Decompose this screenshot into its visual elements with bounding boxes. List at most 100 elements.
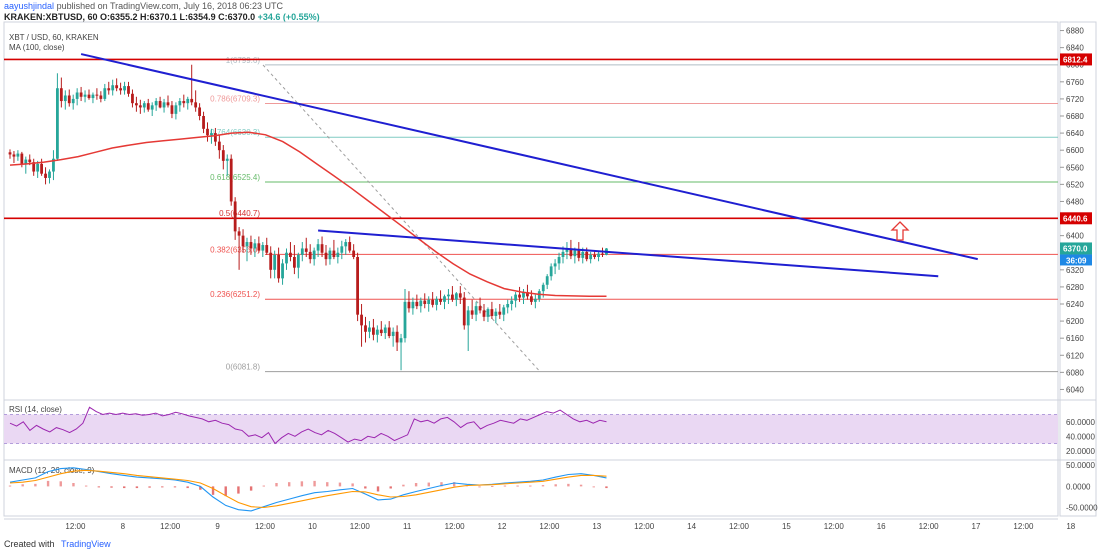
candle-body [549,266,553,277]
candle-body [375,329,379,335]
candle-body [470,310,474,315]
y-tick-label: 6760 [1066,78,1084,87]
rsi-tick-label: 60.0000 [1066,418,1095,427]
macd-histogram-bar [338,482,342,487]
time-tick-label: 8 [121,522,126,531]
y-tick-label: 6080 [1066,368,1084,377]
candle-body [585,251,589,260]
candle-body [289,252,292,257]
candle-body [194,102,198,108]
candle-body [332,250,336,257]
ma-indicator-label[interactable]: MA (100, close) [9,43,65,52]
plot-frame [3,21,1059,517]
candle-body [379,329,383,334]
candle-body [573,250,577,257]
candle-body [352,250,356,257]
candle-body [111,85,115,91]
candle-body [63,95,67,102]
fib-level-label: 1(6799.6) [226,56,261,65]
candle-body [67,95,71,104]
macd-histogram-bar [541,485,545,487]
candle-body [146,103,150,110]
time-tick-label: 12:00 [255,522,276,531]
candle-body [52,158,55,172]
ohlc-line: KRAKEN:XBTUSD, 60 O:6355.2 H:6370.1 L:63… [4,12,320,22]
candle-body [372,327,375,335]
macd-histogram-bar [110,486,113,488]
candle-body [577,250,581,258]
time-tick-label: 12:00 [445,522,466,531]
y-tick-label: 6600 [1066,146,1084,155]
macd-histogram-bar [161,486,164,488]
candle-body [170,105,174,114]
macd-histogram-bar [452,482,456,487]
macd-histogram-bar [579,484,583,487]
macd-histogram-bar [529,485,532,487]
candle-body [186,98,190,104]
time-tick-label: 12:00 [634,522,655,531]
y-tick-label: 6680 [1066,112,1084,121]
macd-histogram-bar [46,480,50,487]
macd-histogram-bar [34,483,37,487]
macd-line [9,467,607,512]
candle-body [364,325,367,332]
candle-body [368,327,371,332]
ohlc-values: KRAKEN:XBTUSD, 60 O:6355.2 H:6370.1 L:63… [4,12,256,22]
candle-body [312,250,316,260]
candle-body [190,98,194,103]
candle-body [115,85,119,89]
rsi-indicator-label[interactable]: RSI (14, close) [9,405,62,414]
candle-body [99,95,103,99]
candle-body [533,298,537,302]
candle-body [198,107,201,116]
macd-histogram-bar [440,482,443,487]
time-tick-label: 10 [308,522,317,531]
macd-histogram-bar [313,480,316,487]
macd-histogram-bar [491,485,494,487]
fib-level-label: 0(6081.8) [226,363,261,372]
time-tick-label: 12:00 [65,522,86,531]
candle-body [502,307,506,315]
time-tick-label: 12 [498,522,507,531]
macd-tick-label: 0.0000 [1066,482,1091,491]
fib-level-label: 0.236(6251.2) [210,290,260,299]
macd-histogram-bar [186,486,189,489]
author-link[interactable]: aayushjindal [4,1,55,11]
candle-body [589,254,593,260]
time-tick-label: 15 [782,522,791,531]
tradingview-logo-link[interactable]: TradingView [61,539,111,549]
candle-body [431,299,435,305]
resistance-price-label: 6812.4 [1063,55,1088,64]
y-tick-label: 6240 [1066,300,1084,309]
candle-body [229,158,233,202]
candle-body [403,301,407,339]
candle-body [541,284,545,292]
candle-body [123,86,126,91]
candle-body [581,251,585,258]
time-tick-label: 12:00 [160,522,181,531]
time-tick-label: 12:00 [1013,522,1034,531]
candle-body [545,276,549,285]
publish-info: aayushjindal published on TradingView.co… [4,1,283,11]
publish-text: published on TradingView.com, July 16, 2… [56,1,284,11]
candle-body [462,297,466,326]
candle-body [308,251,312,260]
candle-body [383,327,387,334]
candle-body [356,257,359,315]
candle-body [454,293,458,300]
candle-body [518,294,521,298]
candle-body [257,243,261,251]
candle-body [478,306,482,311]
candle-body [127,86,130,94]
macd-histogram-bar [123,486,126,489]
macd-histogram-bar [389,486,392,489]
countdown-tag [1060,254,1092,266]
y-tick-label: 6160 [1066,334,1084,343]
candle-body [237,231,241,236]
y-tick-label: 6480 [1066,197,1084,206]
candle-body [24,159,28,164]
candle-body [225,158,229,161]
price-change: +34.6 (+0.55%) [257,12,320,22]
candle-body [466,310,470,326]
